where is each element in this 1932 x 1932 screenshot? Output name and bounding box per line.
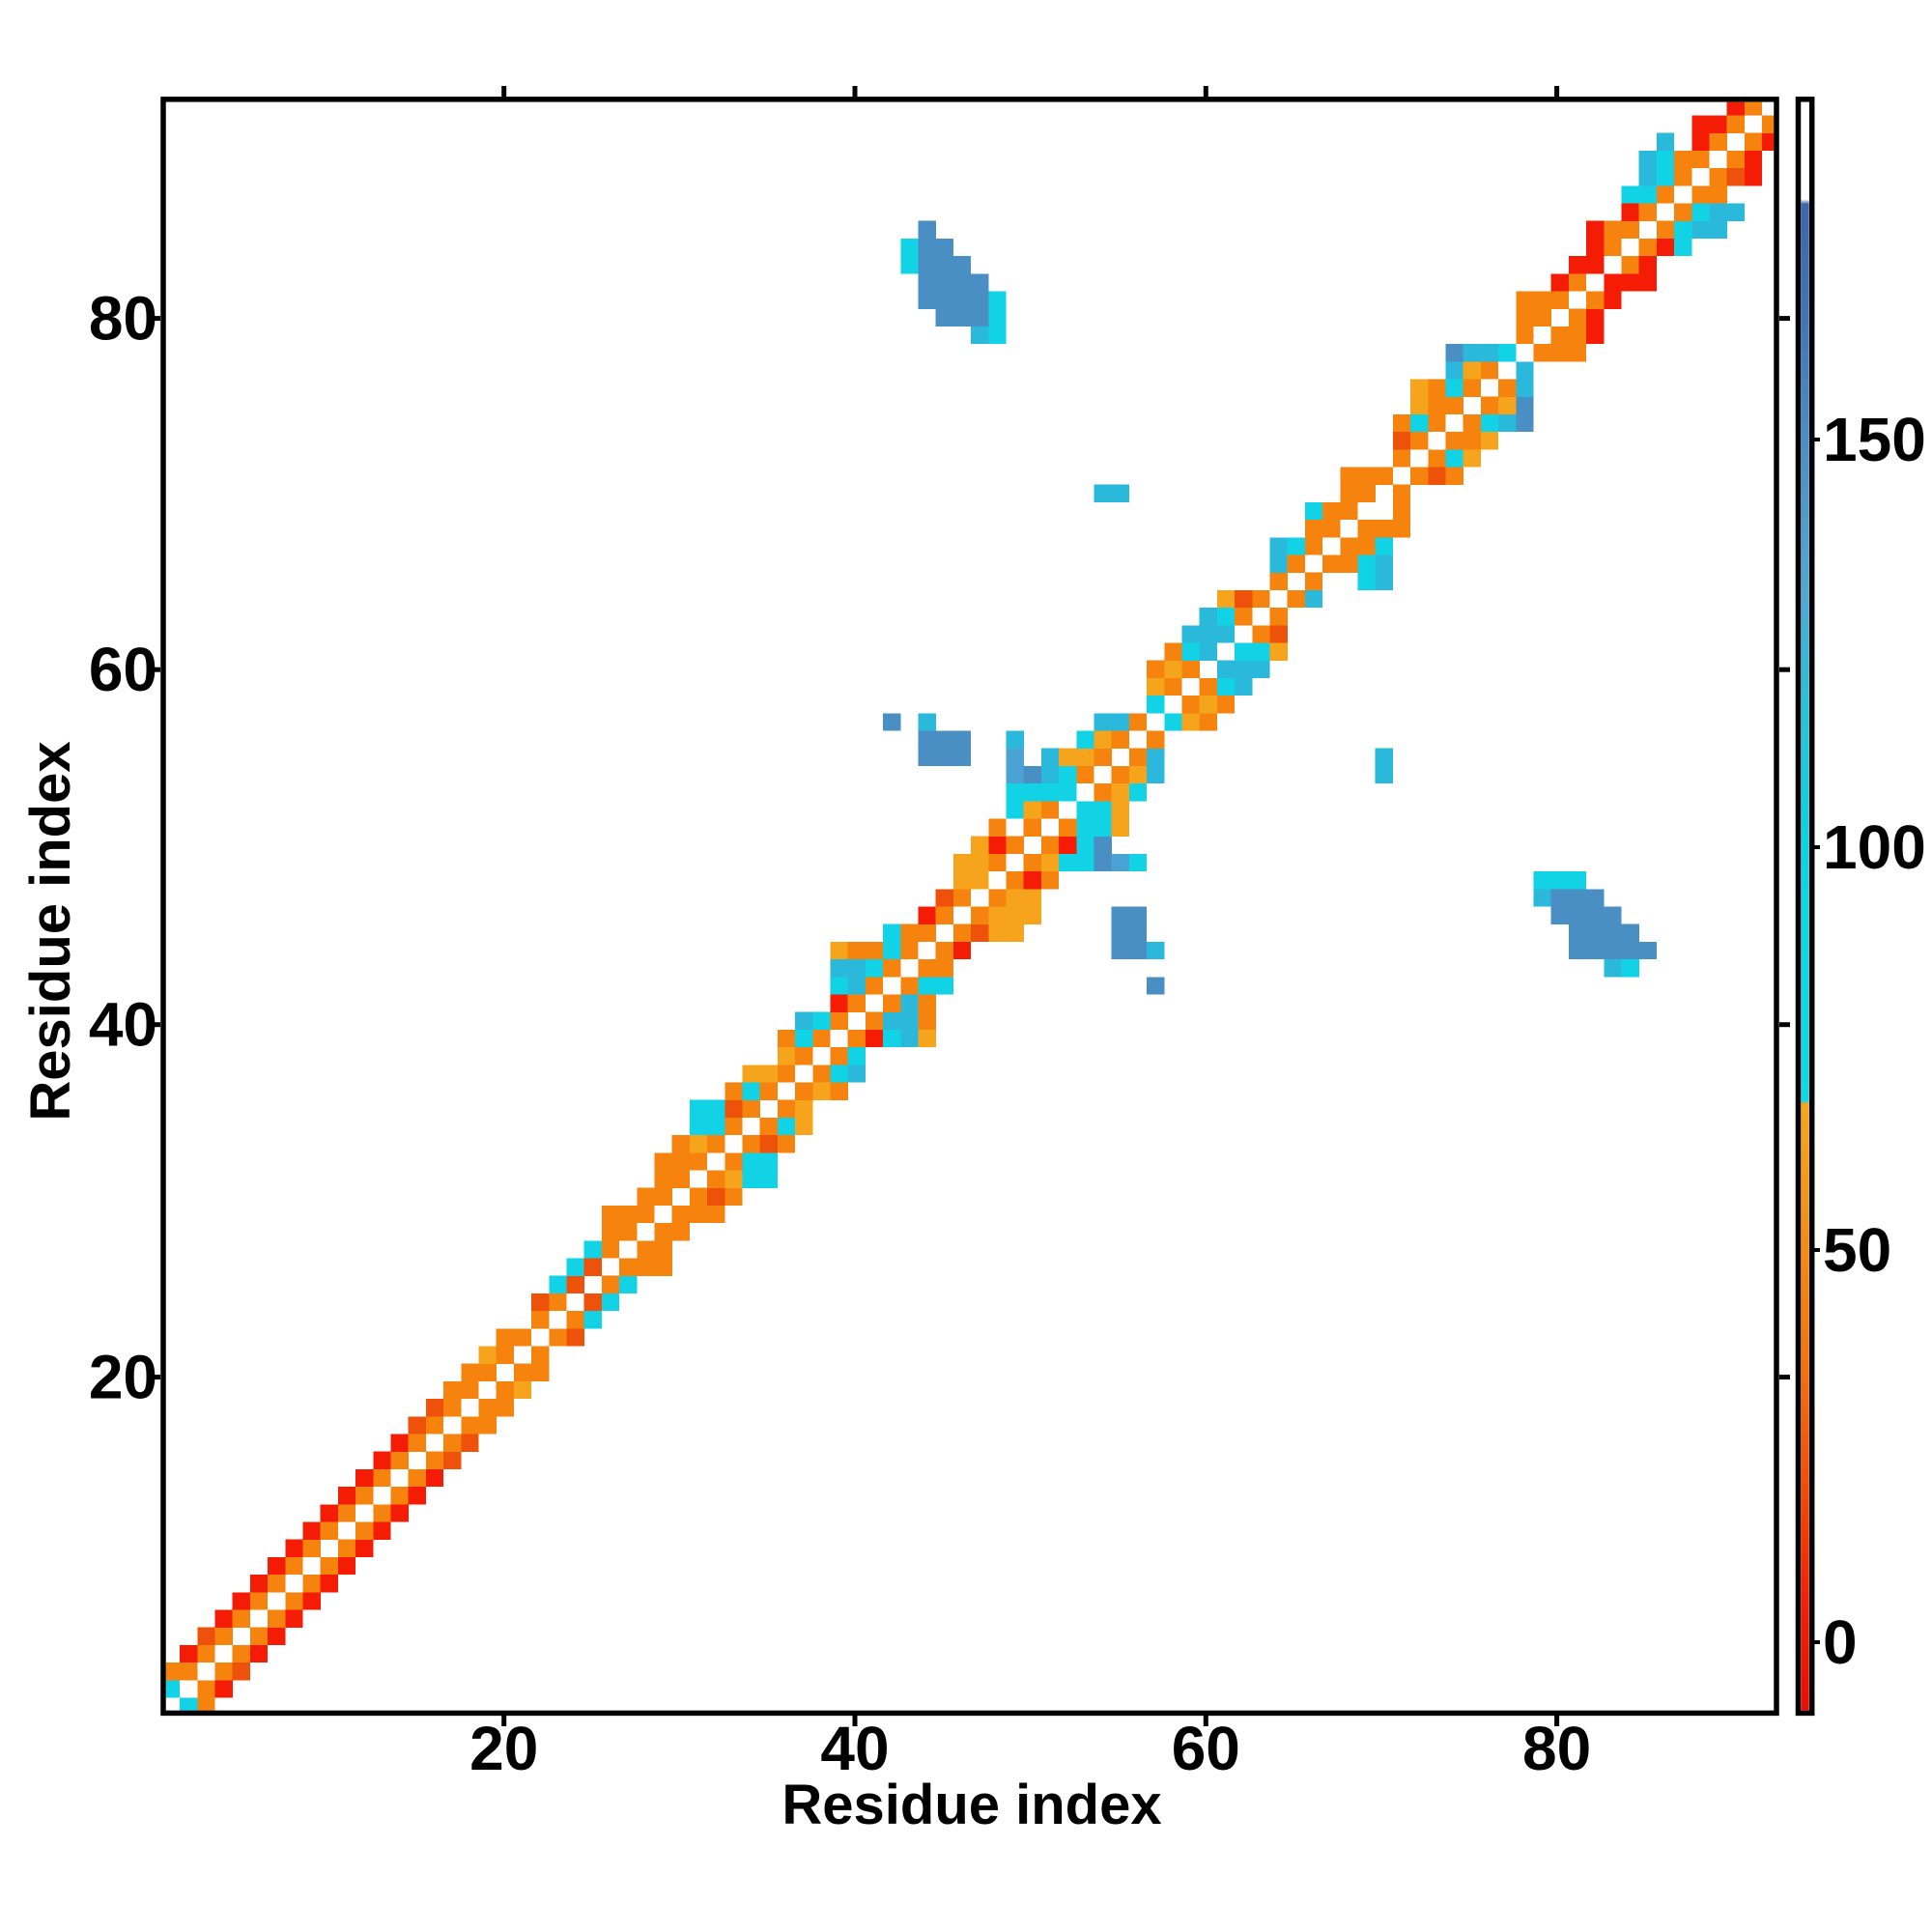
svg-text:Residue index: Residue index <box>19 741 82 1121</box>
svg-text:20: 20 <box>89 1343 157 1412</box>
svg-text:Residue index: Residue index <box>781 1774 1161 1836</box>
svg-text:100: 100 <box>1823 812 1926 882</box>
svg-text:60: 60 <box>1172 1714 1240 1783</box>
svg-text:50: 50 <box>1823 1215 1891 1285</box>
svg-text:60: 60 <box>89 635 157 704</box>
svg-text:20: 20 <box>469 1714 538 1783</box>
svg-text:0: 0 <box>1823 1607 1858 1677</box>
svg-text:150: 150 <box>1823 405 1926 474</box>
svg-text:80: 80 <box>89 284 157 354</box>
svg-text:40: 40 <box>820 1714 889 1783</box>
svg-text:80: 80 <box>1522 1714 1591 1783</box>
svg-text:40: 40 <box>89 990 157 1060</box>
